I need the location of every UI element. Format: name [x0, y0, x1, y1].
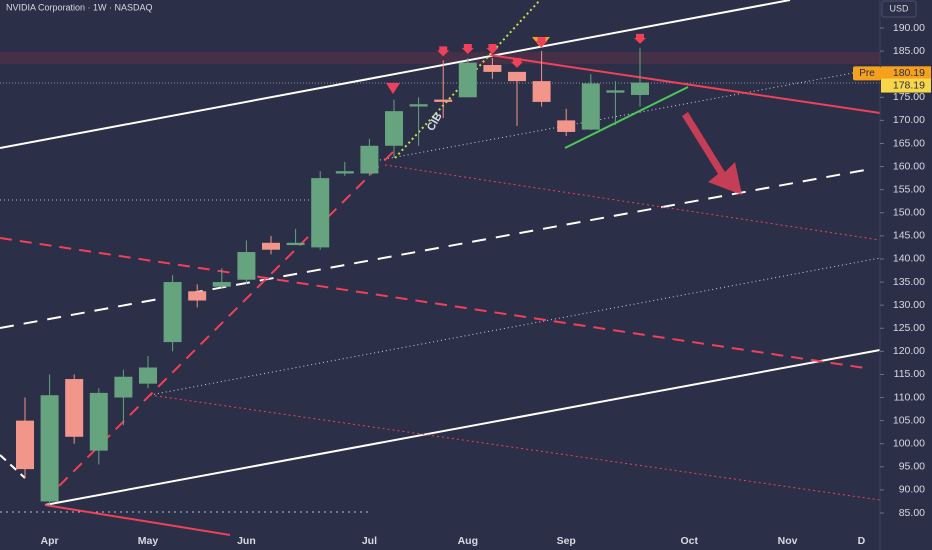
sell-arrow	[634, 33, 646, 44]
y-tick-label: 140.00	[893, 253, 925, 265]
y-tick-label: 150.00	[893, 207, 925, 219]
candles	[16, 47, 649, 506]
red-dotted	[384, 164, 881, 241]
yellow-dotted	[394, 0, 541, 159]
candle-body	[483, 64, 502, 72]
candle-body	[409, 104, 428, 107]
candle-body	[262, 242, 280, 250]
candle-body	[581, 83, 600, 130]
candle-body	[16, 420, 34, 470]
y-tick-label: 190.00	[893, 22, 925, 34]
candle-body	[188, 291, 207, 301]
candle-body	[40, 395, 59, 502]
currency-box	[881, 0, 917, 18]
candle-body	[114, 376, 133, 398]
x-tick-label: Jun	[237, 535, 256, 547]
white-dashed	[0, 454, 26, 479]
channel-upper	[0, 0, 791, 149]
candle-body	[631, 82, 649, 95]
x-tick-label: Jul	[362, 535, 377, 547]
down-arrow	[682, 112, 742, 195]
red-trendline	[489, 54, 881, 114]
candle-body	[458, 62, 477, 98]
y-tick-label: 155.00	[893, 183, 925, 195]
candle-body	[360, 145, 379, 174]
candle-body	[532, 81, 551, 102]
channel-quarter	[379, 67, 881, 161]
x-tick-label: Sep	[557, 535, 576, 547]
candle-body	[163, 282, 182, 343]
x-tick-label: Aug	[458, 535, 478, 547]
resistance-band	[0, 52, 880, 64]
y-tick-label: 100.00	[893, 437, 925, 449]
y-tick-label: 95.00	[899, 461, 925, 473]
pre-price-tag	[881, 66, 931, 81]
sell-arrow	[437, 46, 450, 57]
y-tick-label: 125.00	[893, 322, 925, 334]
candle-body	[311, 178, 330, 248]
x-tick-label: Apr	[41, 535, 59, 547]
y-tick-label: 90.00	[899, 484, 925, 496]
x-tick-label: D	[858, 535, 866, 547]
y-tick-label: 145.00	[893, 230, 925, 242]
currency: USD	[889, 3, 909, 13]
channel-mid	[0, 169, 866, 329]
candle-body	[508, 71, 526, 82]
y-tick-label: 130.00	[893, 299, 925, 311]
sell-marker	[386, 83, 400, 94]
candle-body	[606, 90, 625, 93]
y-tick-label: 175.00	[893, 91, 925, 103]
candle-body	[89, 392, 108, 451]
chart-title: NVIDIA Corporation · 1W · NASDAQ	[6, 2, 153, 12]
red-dashed	[0, 237, 866, 369]
last-price-tag	[881, 78, 931, 93]
x-tick-label: Oct	[680, 535, 698, 547]
last-price: 178.19	[893, 79, 925, 91]
sell-arrow	[461, 44, 474, 55]
sell-arrow	[486, 44, 499, 55]
y-tick-label: 120.00	[893, 345, 925, 357]
y-tick-label: 115.00	[894, 368, 925, 380]
y-tick-label: 110.00	[894, 391, 925, 403]
candle-body	[65, 379, 84, 437]
candle-body	[212, 282, 231, 287]
y-tick-label: 165.00	[893, 137, 925, 149]
red-trendline	[44, 504, 231, 536]
y-tick-label: 185.00	[893, 45, 925, 57]
y-tick-label: 85.00	[899, 507, 925, 519]
candle-body	[557, 120, 576, 132]
sell-arrow	[535, 37, 548, 48]
y-tick-label: 135.00	[893, 276, 925, 288]
y-tick-label: 105.00	[893, 414, 925, 426]
pre-label: Pre	[859, 68, 875, 79]
candle-body	[139, 367, 157, 384]
candle-body	[335, 171, 354, 174]
candle-body	[237, 252, 256, 280]
candle-body	[286, 242, 305, 246]
pre-tag	[853, 66, 881, 81]
x-tick-label: May	[138, 535, 159, 547]
channel-lower	[44, 349, 881, 506]
y-tick-label: 160.00	[893, 160, 925, 172]
candle-body	[434, 99, 453, 102]
pre-price: 180.19	[893, 67, 925, 79]
support-line	[564, 86, 689, 149]
y-tick-label: 170.00	[893, 114, 925, 126]
x-tick-label: Nov	[778, 535, 798, 547]
candle-body	[385, 111, 403, 146]
sell-arrow	[511, 57, 523, 68]
